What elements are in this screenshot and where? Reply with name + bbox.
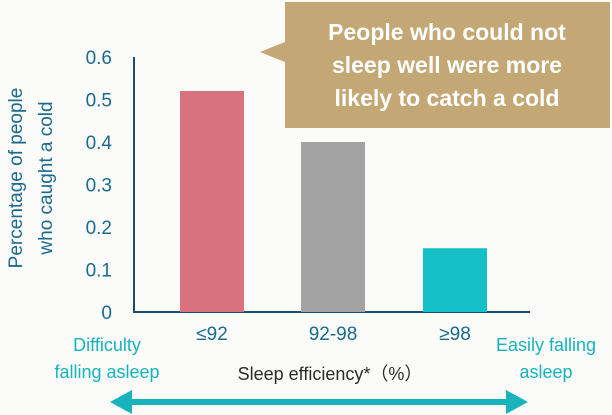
callout-box [260, 2, 610, 128]
callout: People who could not sleep well were mor… [260, 2, 610, 128]
callout-line-2: sleep well were more [332, 52, 562, 78]
y-axis-title-line-2: who caught a cold [36, 101, 57, 255]
x-tick-labels: ≤92 92-98 ≥98 [196, 324, 471, 345]
y-tick-label: 0.4 [86, 133, 113, 154]
bar [423, 248, 487, 312]
x-tick-label: ≥98 [439, 324, 471, 345]
double-arrow-icon [110, 390, 528, 414]
scale-right-line-2: asleep [519, 362, 572, 382]
y-tick-label: 0.5 [86, 91, 112, 112]
y-tick-label: 0.2 [86, 218, 112, 239]
scale-right-line-1: Easily falling [496, 335, 596, 355]
scale-left-line-1: Difficulty [73, 335, 141, 355]
y-tick-label: 0 [101, 303, 112, 324]
callout-line-3: likely to catch a cold [335, 85, 560, 111]
bar [180, 91, 244, 312]
x-tick-label: 92-98 [309, 324, 358, 345]
callout-line-1: People who could not [328, 19, 566, 45]
y-tick-label: 0.3 [86, 176, 112, 197]
bars [180, 91, 487, 312]
bar [301, 142, 365, 312]
y-tick-labels: 0 0.1 0.2 0.3 0.4 0.5 0.6 [86, 48, 113, 324]
y-tick-label: 0.1 [86, 261, 112, 282]
y-tick-label: 0.6 [86, 48, 112, 69]
scale-left-line-2: falling asleep [54, 362, 159, 382]
x-axis-title: Sleep efficiency*（%） [238, 364, 423, 384]
y-axis-title-line-1: Percentage of people [6, 88, 27, 269]
y-axis-title: Percentage of people who caught a cold [6, 88, 57, 269]
x-tick-label: ≤92 [196, 324, 228, 345]
